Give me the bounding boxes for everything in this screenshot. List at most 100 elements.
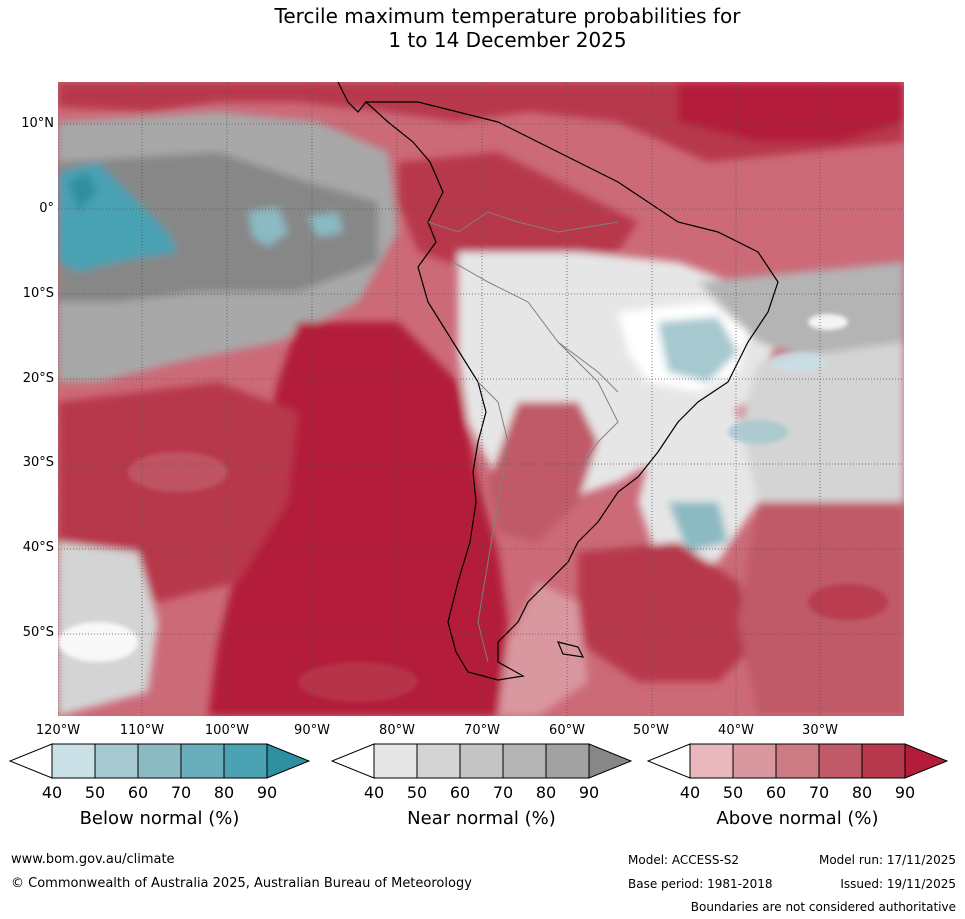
patch-below-2 [728,420,788,444]
lon-label-100w: 100°W [204,723,250,738]
region-caribbean-above [678,82,904,142]
website-link[interactable]: www.bom.gov.au/climate [11,852,175,867]
colorbar-below-bin-70 [137,743,182,779]
tick-label: 40 [363,783,385,802]
region-galapagos-below [248,207,288,247]
lat-label-0: 0° [39,201,54,216]
tick-label: 50 [84,783,106,802]
tick-label: 60 [449,783,471,802]
tick-label: 70 [808,783,830,802]
lat-label-50s: 50°S [22,625,54,640]
colorbar-above-right-triangle [904,743,948,779]
colorbar-near-bin-60 [416,743,461,779]
tick-label: 60 [127,783,149,802]
colorbar-above-bin-60 [732,743,777,779]
coastline [337,82,779,681]
patch-neutral-1 [808,314,848,330]
colorbar-near-bin-90 [545,743,590,779]
region-pacific-below-high [68,172,98,212]
tick-label: 60 [765,783,787,802]
region-uruguay-offshore-near [638,412,758,562]
colorbar-below-left-triangle [9,743,53,779]
border-peru-bolivia [452,261,619,393]
region-pacific-near-high [58,152,378,302]
lon-label-70w: 70°W [464,723,500,738]
colorbar-below-bin-50 [51,743,96,779]
colorbar-above-left-triangle [647,743,691,779]
colorbar-above [647,743,948,779]
colorbar-above-bin-80 [818,743,863,779]
colorbar-below-bin-60 [94,743,139,779]
lon-label-30w: 30°W [802,723,838,738]
region-southern-patagonia-above [498,582,588,716]
colorbar-above-bin-70 [775,743,820,779]
graticule [58,82,904,716]
map-canvas [58,82,904,716]
colorbar-above-bin-50 [689,743,734,779]
probability-map [58,82,904,716]
lat-label-10n: 10°N [21,116,54,131]
boundaries-disclaimer: Boundaries are not considered authoritat… [690,900,956,914]
region-patagonia-shelf-above [578,542,758,682]
region-equator-below [308,212,343,237]
border-north [427,211,619,233]
country-borders [427,211,619,663]
tick-label: 80 [851,783,873,802]
lon-label-50w: 50°W [633,723,669,738]
tick-label: 80 [213,783,235,802]
base-period: Base period: 1981-2018 [628,877,773,891]
model-name: Model: ACCESS-S2 [628,853,740,867]
colorbar-near-bin-70 [459,743,504,779]
colorbar-near-bin-80 [502,743,547,779]
colorbar-below [9,743,310,779]
patch-neutral-2 [58,622,138,662]
lon-label-110w: 110°W [119,723,165,738]
colorbar-near-bin-50 [373,743,418,779]
region-argentina-above [488,402,598,542]
lat-label-20s: 20°S [22,371,54,386]
tick-label: 50 [722,783,744,802]
lon-label-40w: 40°W [718,723,754,738]
border-paraguay [557,341,619,473]
colorbar-above-bin-90 [861,743,906,779]
lon-label-120w: 120°W [35,723,81,738]
colorbar-below-bin-80 [180,743,225,779]
lon-label-60w: 60°W [549,723,585,738]
central-america-coast [337,82,367,113]
colorbar-below-caption: Below normal (%) [79,808,240,829]
patch-above-2 [128,452,228,492]
tick-label: 40 [679,783,701,802]
model-run-date: Model run: 17/11/2025 [818,853,956,867]
lat-label-30s: 30°S [22,455,54,470]
colorbar-below-bin-90 [223,743,268,779]
lon-label-90w: 90°W [294,723,330,738]
tick-label: 50 [406,783,428,802]
south-america-coast [364,101,779,681]
border-chile-argentina [477,381,509,663]
tick-label: 70 [492,783,514,802]
region-brazil-below [658,317,738,382]
tick-label: 90 [894,783,916,802]
region-southwest-atlantic-below [668,502,728,552]
colorbar-below-right-triangle [266,743,310,779]
colorbar-near-right-triangle [588,743,632,779]
tick-label: 40 [41,783,63,802]
lat-label-40s: 40°S [22,540,54,555]
colorbar-near-caption: Near normal (%) [407,808,556,829]
patch-above-1 [298,662,418,702]
title-line-2: 1 to 14 December 2025 [388,28,627,52]
patch-below-1 [770,352,826,372]
tick-label: 70 [170,783,192,802]
region-atlantic-near [698,262,904,362]
colorbar-above-caption: Above normal (%) [716,808,879,829]
tick-label: 80 [535,783,557,802]
tick-label: 90 [256,783,278,802]
map-title: Tercile maximum temperature probabilitie… [0,4,965,52]
colorbar-near [331,743,632,779]
colorbar-near-left-triangle [331,743,375,779]
region-south-atlantic-near [738,342,904,522]
falkland-islands [556,641,585,658]
probability-detail [58,314,888,702]
lat-label-10s: 10°S [22,286,54,301]
region-northern-sa-above [398,152,638,282]
